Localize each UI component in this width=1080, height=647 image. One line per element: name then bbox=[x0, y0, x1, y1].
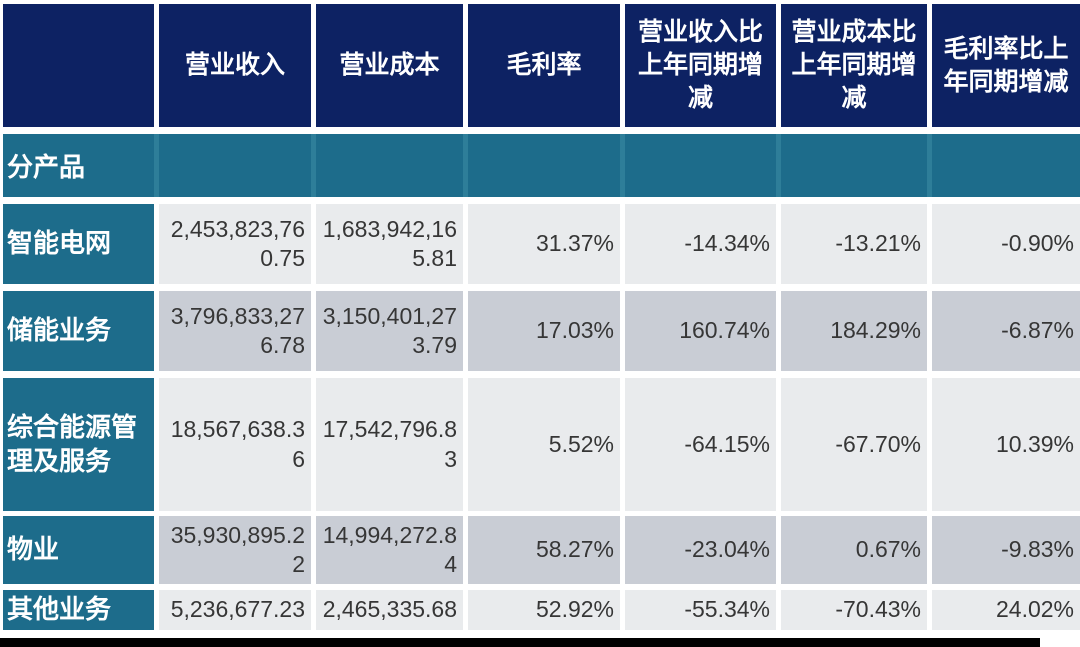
header-gross-margin: 毛利率 bbox=[468, 4, 620, 127]
cost-cell: 14,994,272.84 bbox=[316, 516, 463, 584]
gross-margin-yoy-value: -0.90% bbox=[1001, 230, 1074, 257]
gross-margin-yoy-value: -9.83% bbox=[1001, 536, 1074, 563]
cost-value: 14,994,272.84 bbox=[322, 521, 457, 577]
gross-margin-yoy-cell: -9.83% bbox=[932, 516, 1080, 584]
gross-margin-yoy-value: -6.87% bbox=[1001, 317, 1074, 344]
header-cost-yoy: 营业成本比上年同期增减 bbox=[781, 4, 927, 127]
table-row-other-business: 其他业务 5,236,677.23 2,465,335.68 52.92% -5… bbox=[3, 590, 1080, 630]
revenue-yoy-cell: 160.74% bbox=[625, 291, 776, 371]
segment-table: 营业收入 营业成本 毛利率 营业收入比上年同期增减 营业成本比上年同期增减 毛利… bbox=[3, 4, 1080, 630]
header-empty-cell bbox=[3, 4, 154, 127]
cost-yoy-value: 0.67% bbox=[855, 536, 921, 563]
cost-cell: 17,542,796.83 bbox=[316, 378, 463, 511]
gross-margin-yoy-cell: 10.39% bbox=[932, 378, 1080, 511]
table-row-smart-grid: 智能电网 2,453,823,760.75 1,683,942,165.81 3… bbox=[3, 204, 1080, 284]
revenue-cell: 35,930,895.22 bbox=[159, 516, 311, 584]
row-label: 智能电网 bbox=[3, 204, 154, 284]
header-cost: 营业成本 bbox=[316, 4, 463, 127]
cost-value: 1,683,942,165.81 bbox=[322, 215, 457, 271]
cost-cell: 1,683,942,165.81 bbox=[316, 204, 463, 284]
gross-margin-yoy-cell: -0.90% bbox=[932, 204, 1080, 284]
section-spacer-cell bbox=[316, 134, 463, 197]
header-gross-margin-yoy: 毛利率比上年同期增减 bbox=[932, 4, 1080, 127]
revenue-yoy-value: -64.15% bbox=[684, 430, 770, 457]
row-label: 综合能源管理及服务 bbox=[3, 378, 154, 511]
revenue-yoy-value: -14.34% bbox=[684, 230, 770, 257]
section-spacer-cell bbox=[468, 134, 620, 197]
section-label: 分产品 bbox=[3, 134, 154, 197]
gross-margin-cell: 58.27% bbox=[468, 516, 620, 584]
row-label: 物业 bbox=[3, 516, 154, 584]
gross-margin-value: 17.03% bbox=[535, 317, 614, 344]
gross-margin-cell: 5.52% bbox=[468, 378, 620, 511]
gross-margin-yoy-cell: 24.02% bbox=[932, 590, 1080, 630]
cost-yoy-cell: -70.43% bbox=[781, 590, 927, 630]
header-revenue: 营业收入 bbox=[159, 4, 311, 127]
cost-value: 2,465,335.68 bbox=[322, 596, 457, 623]
gross-margin-value: 58.27% bbox=[535, 536, 614, 563]
table-row-energy-storage: 储能业务 3,796,833,276.78 3,150,401,273.79 1… bbox=[3, 291, 1080, 371]
gross-margin-cell: 52.92% bbox=[468, 590, 620, 630]
gross-margin-cell: 31.37% bbox=[468, 204, 620, 284]
gross-margin-value: 52.92% bbox=[535, 596, 614, 623]
cost-yoy-value: -13.21% bbox=[835, 230, 921, 257]
cost-yoy-cell: 184.29% bbox=[781, 291, 927, 371]
revenue-cell: 5,236,677.23 bbox=[159, 590, 311, 630]
gross-margin-cell: 17.03% bbox=[468, 291, 620, 371]
header-revenue-yoy: 营业收入比上年同期增减 bbox=[625, 4, 776, 127]
revenue-yoy-cell: -55.34% bbox=[625, 590, 776, 630]
revenue-value: 3,796,833,276.78 bbox=[170, 302, 305, 358]
cost-yoy-cell: 0.67% bbox=[781, 516, 927, 584]
revenue-yoy-value: -55.34% bbox=[684, 596, 770, 623]
revenue-value: 18,567,638.36 bbox=[170, 416, 305, 472]
gross-margin-yoy-value: 10.39% bbox=[995, 430, 1074, 457]
revenue-yoy-value: 160.74% bbox=[679, 317, 770, 344]
row-label: 其他业务 bbox=[3, 590, 154, 630]
revenue-value: 5,236,677.23 bbox=[170, 596, 305, 623]
cost-yoy-value: 184.29% bbox=[830, 317, 921, 344]
gross-margin-value: 5.52% bbox=[548, 430, 614, 457]
revenue-cell: 2,453,823,760.75 bbox=[159, 204, 311, 284]
revenue-yoy-value: -23.04% bbox=[684, 536, 770, 563]
cost-yoy-value: -70.43% bbox=[835, 596, 921, 623]
gross-margin-yoy-value: 24.02% bbox=[995, 596, 1074, 623]
revenue-value: 2,453,823,760.75 bbox=[170, 215, 305, 271]
revenue-value: 35,930,895.22 bbox=[170, 521, 305, 577]
cost-cell: 3,150,401,273.79 bbox=[316, 291, 463, 371]
table-header-row: 营业收入 营业成本 毛利率 营业收入比上年同期增减 营业成本比上年同期增减 毛利… bbox=[3, 4, 1080, 127]
row-label: 储能业务 bbox=[3, 291, 154, 371]
gross-margin-value: 31.37% bbox=[535, 230, 614, 257]
section-spacer-cell bbox=[159, 134, 311, 197]
cost-yoy-cell: -13.21% bbox=[781, 204, 927, 284]
section-spacer-cell bbox=[932, 134, 1080, 197]
cost-yoy-value: -67.70% bbox=[835, 430, 921, 457]
cost-cell: 2,465,335.68 bbox=[316, 590, 463, 630]
section-spacer-cell bbox=[781, 134, 927, 197]
section-row-by-product: 分产品 bbox=[3, 134, 1080, 197]
revenue-cell: 3,796,833,276.78 bbox=[159, 291, 311, 371]
cost-value: 3,150,401,273.79 bbox=[322, 302, 457, 358]
bottom-border-bar bbox=[0, 638, 1040, 647]
table-row-property: 物业 35,930,895.22 14,994,272.84 58.27% -2… bbox=[3, 516, 1080, 584]
cost-yoy-cell: -67.70% bbox=[781, 378, 927, 511]
gross-margin-yoy-cell: -6.87% bbox=[932, 291, 1080, 371]
section-spacer-cell bbox=[625, 134, 776, 197]
table-row-integrated-energy: 综合能源管理及服务 18,567,638.36 17,542,796.83 5.… bbox=[3, 378, 1080, 511]
revenue-yoy-cell: -64.15% bbox=[625, 378, 776, 511]
revenue-yoy-cell: -14.34% bbox=[625, 204, 776, 284]
revenue-yoy-cell: -23.04% bbox=[625, 516, 776, 584]
cost-value: 17,542,796.83 bbox=[322, 416, 457, 472]
revenue-cell: 18,567,638.36 bbox=[159, 378, 311, 511]
